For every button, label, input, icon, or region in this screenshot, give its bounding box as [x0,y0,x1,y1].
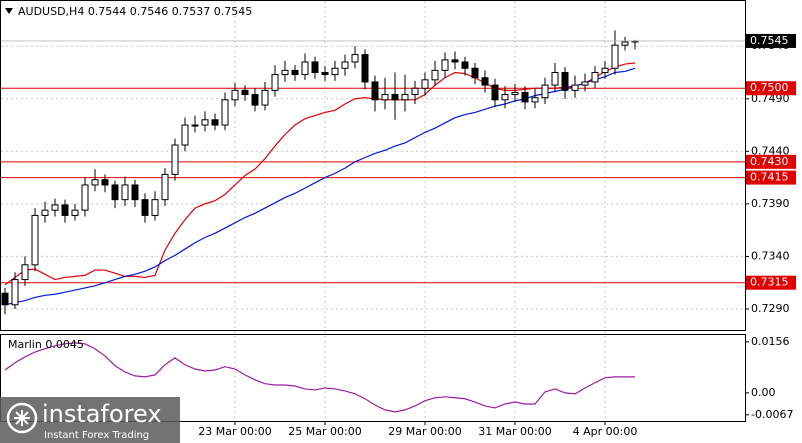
x-tick-label: 23 Mar 00:00 [198,425,271,438]
candle-body [571,84,579,91]
candle-body [141,199,149,216]
x-tick-label: 31 Mar 00:00 [478,425,551,438]
main-panel [0,0,746,331]
candle-body [281,69,289,76]
candle-body [491,84,499,101]
candle-body [71,209,79,216]
candle-body [551,71,559,86]
candle-body [131,184,139,201]
candle-body [511,91,519,96]
level-label-box [746,154,796,169]
candle-body [501,94,509,101]
candle-body [51,204,59,211]
candle-body [411,87,419,96]
indicator-line [4,342,635,413]
moving-average [4,62,636,286]
candle-body [111,184,119,201]
candle-body [251,94,259,106]
indicator-title: Marlin 0.0045 [8,338,84,351]
candle-body [211,119,219,126]
candle-body [351,54,359,63]
y-tick-label: 0.7440 [751,144,790,157]
candle-body [331,67,339,76]
x-tick-label: 29 Mar 00:00 [388,425,461,438]
y-tick-label: 0.7290 [751,302,790,315]
candle-body [471,67,479,79]
watermark-logo [6,402,38,434]
candle-body [171,144,179,175]
candle-body [531,97,539,103]
candle-body [611,44,619,69]
watermark-slogan: Instant Forex Trading [44,430,149,441]
candle-body [391,94,399,101]
level-label-box [746,81,796,96]
candle-body [161,173,169,201]
candle-body [61,204,69,216]
candle-body [441,59,449,71]
candle-body [321,71,329,76]
moving-average [4,67,636,306]
candle-body [241,89,249,96]
candle-body [291,69,299,76]
watermark: instaforex Instant Forex Trading [0,397,180,443]
y-tick-label: 0.0156 [751,335,790,348]
candle-body [311,61,319,73]
candle-body [271,74,279,91]
candle-body [451,59,459,63]
candle-body [581,81,589,86]
candle-body [541,84,549,99]
candle-body [421,79,429,89]
candle-body [461,61,469,69]
candle-body [621,41,629,46]
level-label: 0.7430 [750,155,789,168]
candle-body [81,184,89,211]
watermark-logo-mark [14,410,30,426]
candle-body [591,71,599,83]
candle-body [201,119,209,126]
candle-body [481,77,489,86]
x-tick-label: 4 Apr 00:00 [573,425,638,438]
candle-body [261,89,269,106]
candle-body [101,179,109,186]
y-tick-label: 0.00 [751,386,776,399]
candle-body [91,179,99,186]
chart-title: AUDUSD,H4 0.7544 0.7546 0.7537 0.7545 [18,5,252,18]
level-label-box [746,275,796,290]
candle-body [41,209,49,216]
y-tick-label: -0.0067 [751,408,793,421]
candle-body [601,67,609,73]
candle-body [341,61,349,69]
last-price-label: 0.7545 [750,34,789,47]
candle-body [231,89,239,101]
watermark-brand: instaforex [42,400,162,428]
candle-body [401,94,409,101]
level-label: 0.7315 [750,276,789,289]
candle-body [191,124,199,127]
candle-body [381,94,389,101]
level-label: 0.7415 [750,171,789,184]
candle-body [31,214,39,266]
menu-triangle [5,8,13,14]
last-price-box [746,33,796,48]
y-tick-label: 0.7340 [751,249,790,262]
candle-body [151,199,159,216]
candle-body [431,69,439,81]
candle-body [301,61,309,76]
watermark-box [0,397,180,443]
candle-body [221,99,229,126]
candle-body [11,279,19,306]
y-tick-label: 0.7390 [751,197,790,210]
level-label: 0.7500 [750,81,789,94]
candle-body [371,81,379,101]
candle-body [1,292,9,306]
candle-body [121,184,129,201]
x-tick-label: 25 Mar 00:00 [288,425,361,438]
candle-body [21,264,29,281]
candle-body [361,54,369,83]
candle-body [561,71,569,91]
level-label-box [746,170,796,185]
candle-body [181,124,189,146]
candle-body [521,91,529,103]
